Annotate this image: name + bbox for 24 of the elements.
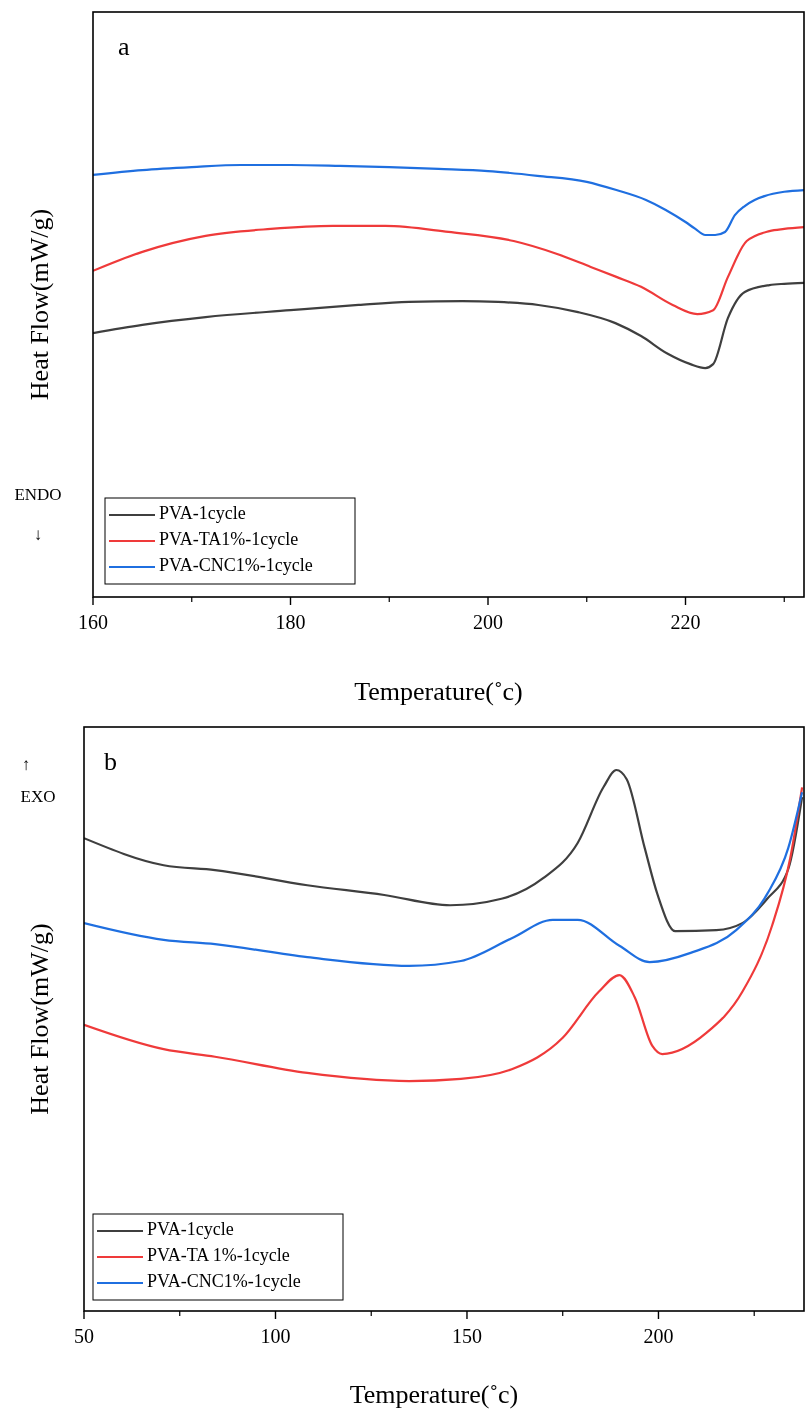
x-tick-label: 100 (260, 1325, 291, 1347)
text: ENDO (14, 485, 62, 504)
text: a (118, 32, 130, 61)
text: ↓ (33, 525, 43, 544)
y-axis-title: Heat Flow(mW/g) (24, 923, 54, 1115)
legend-label: PVA-TA1%-1cycle (159, 529, 299, 550)
x-tick-label: 150 (451, 1325, 482, 1347)
legend-label: PVA-TA 1%-1cycle (147, 1245, 290, 1266)
legend-label: PVA-1cycle (159, 503, 246, 524)
y-axis-title: Heat Flow(mW/g) (24, 208, 54, 401)
text: ↑ (21, 755, 31, 774)
x-tick-label: 160 (78, 611, 108, 633)
x-tick-label: 220 (670, 611, 701, 633)
annotation: b (104, 747, 117, 776)
x-axis-title: Temperature(˚c) (354, 677, 523, 706)
x-tick-label: 180 (275, 611, 306, 633)
legend-label: PVA-CNC1%-1cycle (147, 1271, 301, 1292)
x-tick-label: 200 (473, 611, 503, 633)
text: EXO (20, 787, 56, 806)
legend-label: PVA-1cycle (147, 1219, 234, 1240)
x-axis-title: Temperature(˚c) (349, 1380, 519, 1409)
x-tick-label: 50 (74, 1325, 94, 1347)
legend-label: PVA-CNC1%-1cycle (159, 555, 313, 576)
x-tick-label: 200 (643, 1325, 674, 1347)
